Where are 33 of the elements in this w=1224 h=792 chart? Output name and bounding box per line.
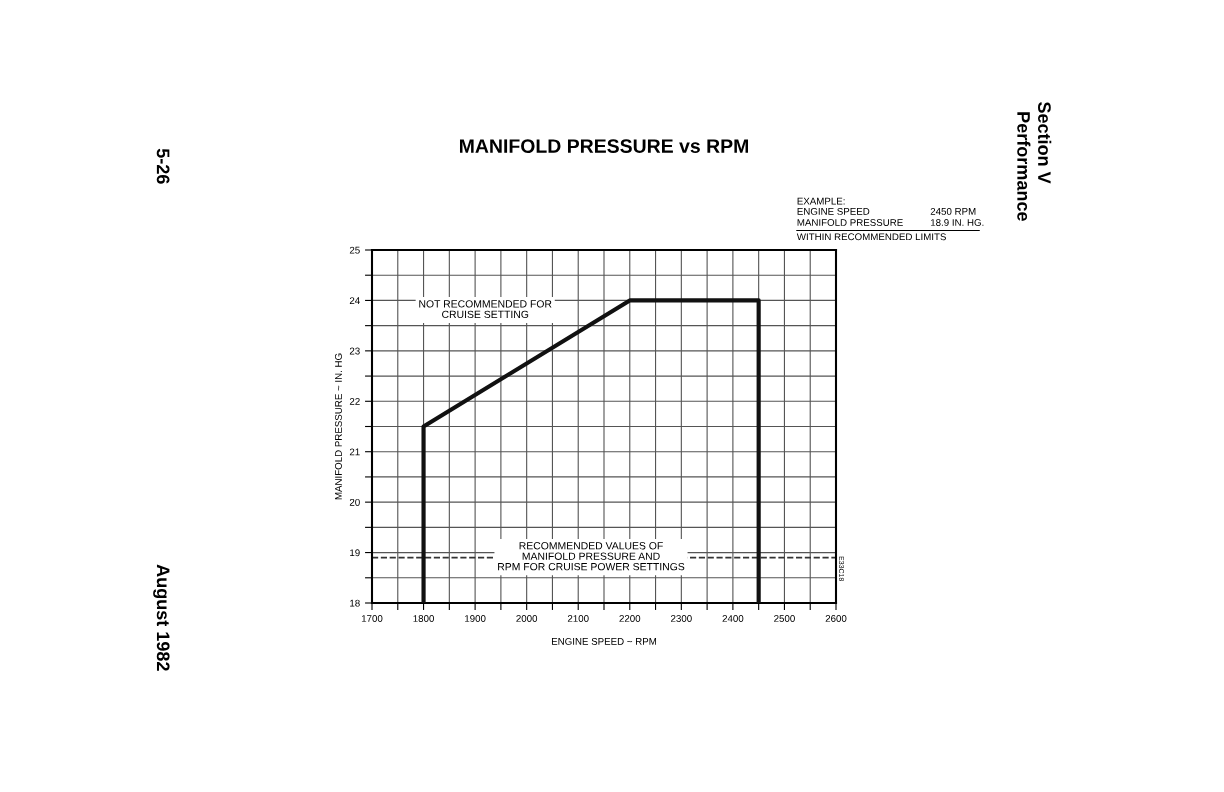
x-tick-label: 2100 [567,615,589,622]
text: EXAMPLE: [797,197,845,205]
y-tick-label: 23 [349,347,360,355]
x-tick-label: 1900 [465,615,486,622]
x-tick-label: 2400 [722,615,744,622]
x-tick-label: 2200 [619,615,641,622]
chart-title: MANIFOLD PRESSURE vs RPM [459,139,749,153]
x-tick-label: 1700 [361,615,383,622]
text: WITHIN RECOMMENDED LIMITS [796,233,946,241]
x-tick-label: 2500 [774,615,795,622]
x-tick-label: 2600 [825,615,847,622]
text: Performance [1017,112,1031,221]
x-axis-title: ENGINE SPEED ~ RPM [551,638,657,645]
text: 5-26 [156,148,170,184]
y-tick-label: 21 [349,448,360,456]
annotation: RECOMMENDED VALUES OF MANIFOLD PRESSURE AND RPM FOR CRUISE POWER SETTINGS [498,542,685,571]
x-tick-label: 2000 [516,615,538,622]
text: August 1982 [153,564,170,671]
y-tick-label: 20 [349,498,360,506]
y-tick-label: 19 [350,549,360,557]
y-axis-title: MANIFOLD PRESSURE ~ IN. HG [335,353,342,500]
text: MANIFOLD PRESSURE [797,219,903,226]
text: Section V [1038,101,1052,184]
y-tick-label: 18 [350,599,360,607]
y-tick-label: 22 [349,398,360,405]
annotation: NOT RECOMMENDED FOR CRUISE SETTING [419,300,552,319]
y-tick-label: 25 [349,246,360,254]
x-tick-label: 2300 [671,615,692,622]
x-tick-label: 1800 [413,615,434,622]
y-tick-label: 24 [349,297,360,304]
text: 18.9 IN. HG. [930,219,984,226]
text: 2450 RPM [930,207,976,215]
text: ENGINE SPEED [797,207,870,215]
